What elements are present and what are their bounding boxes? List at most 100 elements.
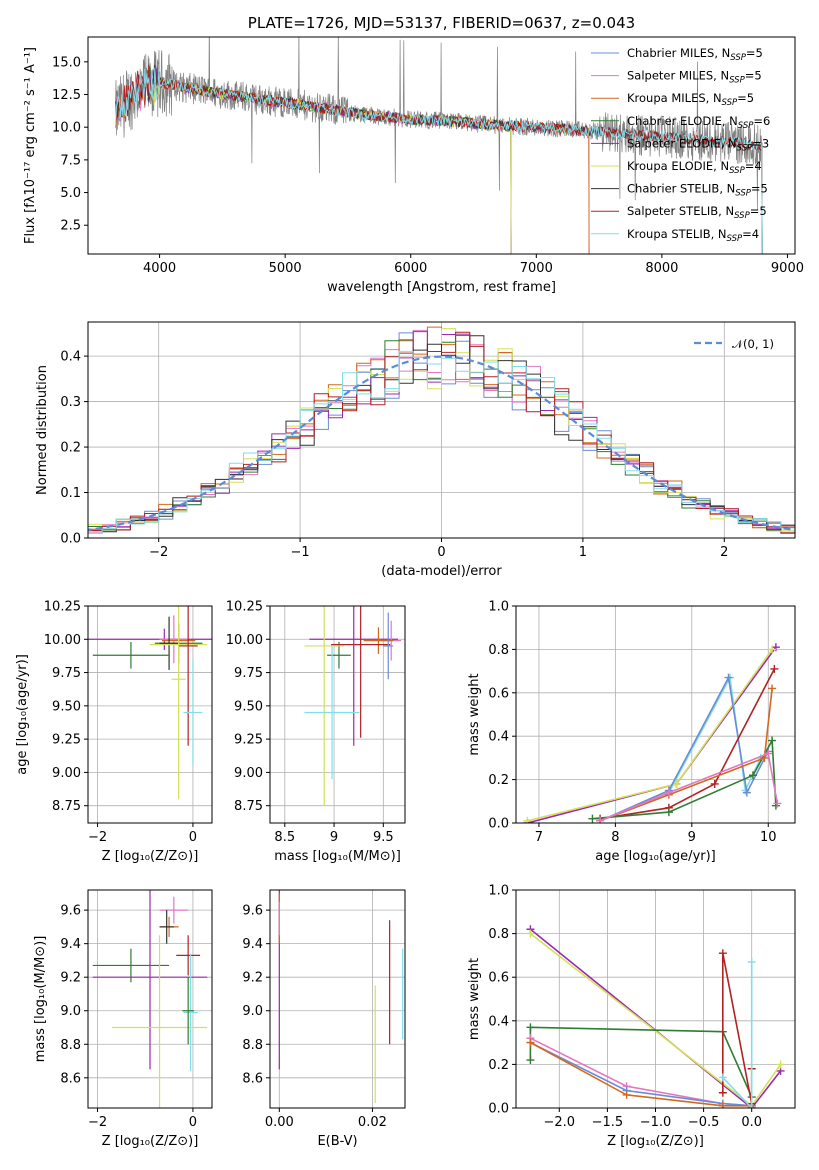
legend-tail: =5: [745, 69, 762, 83]
error-bar-point: [383, 612, 394, 680]
legend-subscript: SSP: [735, 189, 751, 199]
mass-weight-line: [530, 1037, 752, 1107]
y-tick-label: 0.6: [488, 971, 509, 986]
mass-weight-line: [529, 928, 782, 1108]
x-tick-label: 0: [189, 1115, 197, 1130]
plot-area: [92, 890, 208, 1108]
y-tick-label: 9.75: [52, 666, 81, 681]
x-tick-label: −2: [149, 545, 168, 560]
mass-weight-marker: [526, 1038, 535, 1047]
y-tick-label: 0.8: [488, 643, 509, 658]
y-tick-label: 7.5: [60, 153, 81, 168]
y-tick-label: 1.0: [488, 884, 509, 899]
axes-frame: [515, 605, 796, 824]
legend-tail: =5: [750, 204, 767, 218]
error-bar-point: [176, 935, 201, 976]
x-tick-label: 9000: [771, 261, 804, 276]
y-tick-label: 0.3: [60, 395, 81, 410]
mass-weight-marker: [596, 816, 605, 823]
x-axis-label: wavelength [Angstrom, rest frame]: [327, 280, 556, 295]
x-tick-label: 7: [535, 830, 543, 845]
mass-weight-marker: [664, 788, 673, 797]
legend-subscript: SSP: [729, 76, 745, 86]
y-tick-label: 12.5: [52, 88, 81, 103]
spectrum-model-line: [115, 69, 590, 254]
panel-massweight-vs-metallicity: −2.0 −1.5 −1.0 −0.5 0.0 0.0 0.2 0.4 0.6 0.8 1.0 Z […: [467, 884, 796, 1149]
y-tick-label: 0.2: [488, 1058, 509, 1073]
legend-main: Chabrier MILES, N: [627, 46, 730, 60]
y-tick-label: 9.0: [242, 1004, 263, 1019]
axes-frame: [269, 605, 406, 824]
legend-entry: 𝒩(0, 1): [732, 337, 774, 351]
y-axis-label: Flux [fλ10⁻¹⁷ erg cm⁻² s⁻¹ A⁻¹]: [23, 47, 38, 244]
error-bar-point: [183, 659, 203, 766]
y-tick-label: 15.0: [52, 55, 81, 70]
mass-weight-marker: [526, 1056, 535, 1065]
y-tick-label: 0.2: [60, 441, 81, 456]
legend-tail: =5: [737, 91, 754, 105]
x-axis-label: mass [log₁₀(M/M⊙)]: [274, 849, 401, 864]
panel-spectrum: 4000 5000 6000 7000 8000 9000 2.5 5.0 7.5 10.0 12.…: [23, 14, 804, 295]
legend-main: Kroupa STELIB, N: [627, 227, 727, 241]
error-bar-point: [159, 615, 189, 664]
x-tick-label: 6000: [394, 261, 427, 276]
x-tick-label: 9: [688, 830, 696, 845]
y-tick-label: 0.0: [60, 532, 81, 547]
mass-weight-marker: [768, 684, 777, 693]
spectrum-model-line: [115, 70, 590, 254]
mass-weight-marker: [718, 1101, 727, 1108]
x-tick-label: −1: [291, 545, 310, 560]
spectrum-model-line: [115, 67, 763, 254]
mass-weight-marker: [747, 957, 756, 966]
mass-weight-marker: [523, 816, 532, 823]
plot-area: [88, 606, 212, 800]
mass-weight-marker: [710, 779, 719, 788]
legend-entry: Chabrier MILES, NSSP=5: [627, 46, 763, 63]
mass-weight-marker: [526, 1023, 535, 1032]
legend-main: Chabrier STELIB, N: [627, 182, 735, 196]
mass-weight-marker: [724, 673, 733, 682]
mass-weight-line: [599, 752, 779, 822]
legend-main: Chabrier ELODIE, N: [627, 114, 738, 128]
y-tick-label: 0.4: [488, 1014, 509, 1029]
y-axis-label: age [log₁₀(age/yr)]: [15, 654, 30, 775]
x-tick-label: −1.0: [640, 1115, 672, 1130]
legend-entry: Chabrier STELIB, NSSP=5: [627, 182, 768, 199]
mass-weight-line: [527, 648, 773, 822]
plot-area: [115, 37, 763, 254]
axes-frame: [269, 889, 406, 1109]
mass-weight-marker: [718, 1088, 727, 1097]
x-tick-label: 5000: [269, 261, 302, 276]
plot-area: [88, 326, 795, 534]
x-tick-label: 8.5: [274, 830, 295, 845]
y-tick-label: 9.50: [52, 699, 81, 714]
x-axis-label: (data-model)/error: [381, 564, 502, 579]
x-axis-label: age [log₁₀(age/yr)]: [595, 849, 716, 864]
histogram-step: [88, 350, 795, 534]
y-tick-label: 9.00: [52, 766, 81, 781]
y-tick-label: 10.25: [44, 600, 81, 615]
legend-tail: =5: [746, 46, 763, 60]
y-tick-label: 9.6: [242, 904, 263, 919]
legend-subscript: SSP: [734, 211, 750, 221]
legend-subscript: SSP: [737, 143, 753, 153]
panel-massweight-vs-age: 7 8 9 10 0.0 0.2 0.4 0.6 0.8 1.0 age [log₁₀(age/yr…: [467, 600, 796, 864]
y-tick-label: 9.00: [234, 766, 263, 781]
mass-weight-line: [599, 668, 776, 820]
x-axis-label: E(B-V): [317, 1134, 357, 1149]
legend-entry: Chabrier ELODIE, NSSP=6: [627, 114, 770, 131]
error-bar-point: [304, 606, 344, 806]
y-axis-label: Normed distribution: [35, 365, 50, 495]
x-tick-label: 10: [760, 830, 777, 845]
legend-main: Salpeter MILES, N: [627, 69, 729, 83]
y-tick-label: 9.6: [60, 904, 81, 919]
mass-weight-line: [599, 688, 773, 822]
error-bar-point: [178, 606, 198, 746]
x-tick-label: −0.5: [688, 1115, 720, 1130]
legend-main: Salpeter ELODIE, N: [627, 136, 737, 150]
spectrum-model-line: [115, 71, 590, 254]
mass-weight-marker: [622, 1090, 631, 1099]
x-tick-label: 4000: [143, 261, 176, 276]
error-bar-point: [92, 641, 170, 669]
y-tick-label: 9.0: [60, 1004, 81, 1019]
